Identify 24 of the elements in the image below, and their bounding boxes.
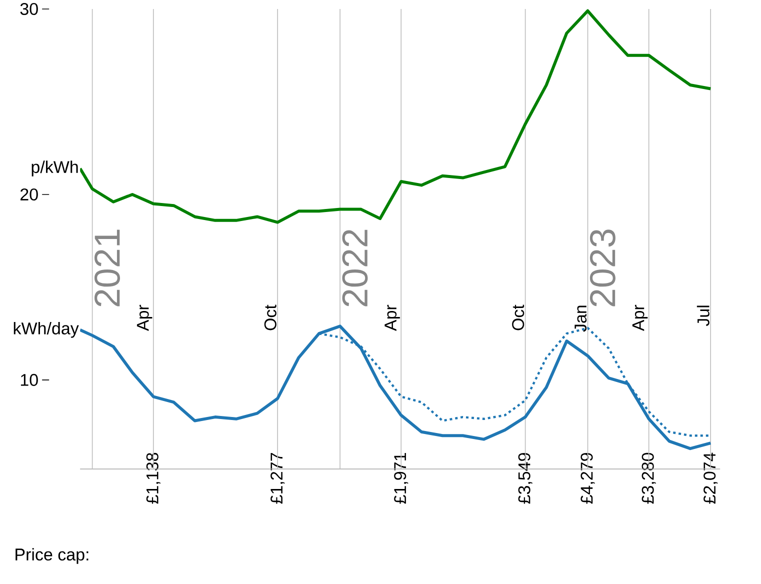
text: Price cap: xyxy=(16,548,88,564)
ref-line-label: Oct xyxy=(264,304,276,330)
annotation: 2021 xyxy=(94,230,120,306)
x-tick-label: £1,277 xyxy=(270,453,285,504)
ref-line-label: Apr xyxy=(136,304,152,332)
annotation: 2022 xyxy=(342,230,368,306)
y-tick-label: 10 xyxy=(20,374,38,386)
series-label: p/kWh xyxy=(32,160,78,176)
ref-line-label: Oct xyxy=(512,304,524,330)
ref-line-label: Jan xyxy=(574,306,587,332)
x-tick-label: £1,971 xyxy=(394,453,408,504)
x-tick-label: £3,280 xyxy=(642,452,656,504)
x-tick-label: £3,549 xyxy=(518,452,532,504)
ref-line-label: Apr xyxy=(384,304,400,332)
series-label: kWh/day xyxy=(14,322,79,338)
y-tick-label: 30 xyxy=(20,2,38,16)
x-tick-label: £1,138 xyxy=(146,452,160,504)
line-series xyxy=(80,9,712,224)
ref-line-label: Apr xyxy=(632,304,648,332)
x-tick-label: £4,279 xyxy=(580,452,595,504)
ref-line-label: Jul xyxy=(696,306,710,326)
x-tick-label: £2,074 xyxy=(704,452,718,504)
annotation: 2023 xyxy=(590,230,616,306)
y-tick-label: 20 xyxy=(20,188,38,200)
